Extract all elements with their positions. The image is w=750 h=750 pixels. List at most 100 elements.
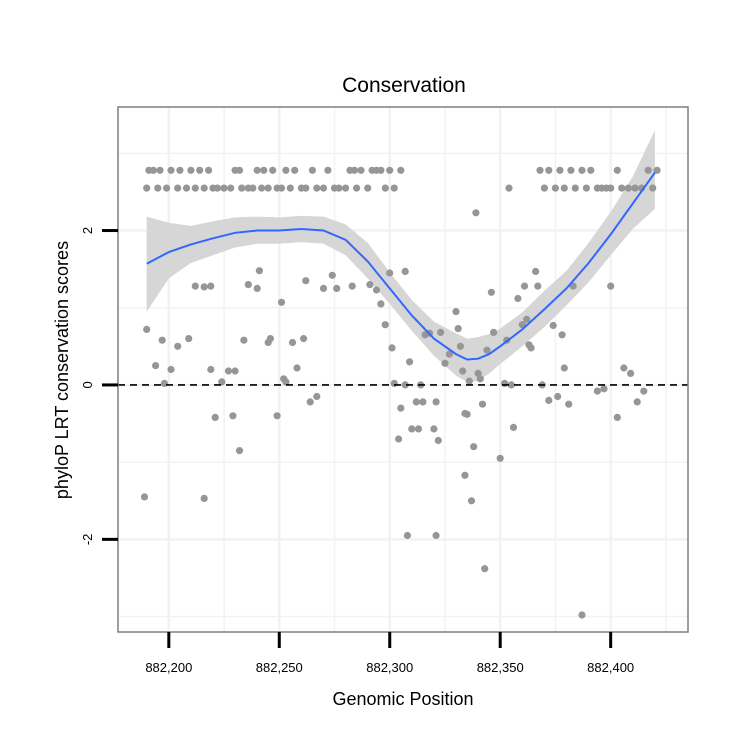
data-point	[430, 425, 438, 433]
data-point	[467, 497, 476, 505]
x-axis: 882,200 882,250 882,300 882,350 882,400	[145, 632, 634, 675]
data-point	[167, 166, 175, 174]
data-point	[554, 392, 562, 401]
data-point	[328, 271, 336, 279]
data-point	[600, 385, 608, 393]
data-point	[452, 308, 460, 316]
data-point	[277, 298, 286, 306]
data-point	[470, 443, 478, 451]
data-point	[235, 166, 244, 174]
data-point	[419, 398, 427, 406]
data-point	[255, 267, 263, 275]
data-point	[593, 387, 602, 395]
data-point	[205, 166, 213, 174]
data-point	[587, 166, 595, 174]
data-point	[397, 404, 405, 412]
data-point	[507, 381, 515, 389]
data-point	[335, 184, 343, 192]
data-point	[220, 184, 228, 192]
x-axis-title: Genomic Position	[332, 689, 473, 709]
data-point	[487, 288, 495, 296]
data-point	[560, 184, 568, 192]
data-point	[551, 184, 560, 192]
data-point	[536, 166, 544, 174]
data-point	[160, 379, 168, 387]
data-point	[520, 282, 529, 290]
data-point	[627, 369, 635, 377]
data-point	[302, 277, 310, 285]
data-point	[300, 335, 308, 343]
data-point	[459, 367, 467, 375]
data-point	[218, 378, 226, 386]
data-point	[481, 565, 489, 573]
panel-border	[117, 106, 689, 633]
data-point	[140, 493, 149, 501]
data-point	[381, 184, 389, 192]
data-point	[306, 398, 314, 406]
data-point	[613, 413, 621, 421]
data-point	[174, 184, 182, 192]
data-point	[293, 364, 301, 372]
data-point	[167, 365, 175, 374]
data-point	[545, 396, 553, 404]
data-point	[408, 425, 416, 433]
data-point	[156, 166, 164, 174]
data-point	[240, 336, 248, 344]
y-axis: -2 0 2	[80, 227, 118, 545]
data-point	[185, 335, 193, 343]
data-point	[342, 184, 350, 192]
data-point	[163, 184, 171, 192]
data-point	[357, 166, 365, 174]
data-point	[282, 166, 290, 174]
data-point	[395, 435, 403, 443]
data-point	[454, 325, 462, 333]
data-point	[158, 336, 166, 344]
data-point	[377, 166, 385, 174]
data-point	[414, 425, 423, 433]
data-point	[571, 184, 579, 192]
smooth-line	[146, 172, 656, 361]
data-point	[200, 184, 208, 192]
data-point	[308, 166, 316, 174]
data-point	[567, 166, 575, 174]
data-point	[196, 166, 204, 174]
data-point	[291, 166, 299, 174]
data-point	[434, 436, 442, 445]
data-point	[264, 184, 272, 192]
data-point	[653, 166, 661, 174]
data-point	[187, 166, 195, 174]
data-point	[505, 184, 513, 192]
data-point	[319, 284, 328, 292]
data-point	[154, 184, 162, 192]
data-point	[501, 379, 509, 387]
data-point	[269, 166, 277, 174]
data-point	[249, 184, 257, 192]
data-point	[238, 184, 246, 192]
data-point	[258, 184, 266, 192]
data-point	[445, 350, 453, 358]
data-point	[313, 184, 321, 192]
y-tick-label: -2	[80, 534, 95, 546]
x-tick-label: 882,250	[256, 660, 303, 675]
data-point	[578, 166, 586, 174]
data-point	[461, 471, 469, 479]
data-point	[273, 412, 281, 420]
data-point	[333, 284, 341, 292]
data-point	[353, 184, 361, 192]
data-point	[229, 412, 237, 420]
data-point	[618, 184, 626, 192]
data-point	[277, 184, 286, 192]
data-point	[386, 166, 394, 174]
data-point	[207, 282, 215, 290]
x-tick-label: 882,300	[366, 660, 413, 675]
data-point	[514, 294, 522, 303]
data-point	[152, 362, 160, 370]
data-point	[582, 184, 591, 192]
data-point	[191, 184, 199, 192]
data-point	[390, 379, 398, 387]
x-tick-label: 882,400	[587, 660, 634, 675]
data-point	[412, 398, 420, 406]
data-point	[381, 321, 389, 329]
data-point	[640, 387, 648, 395]
